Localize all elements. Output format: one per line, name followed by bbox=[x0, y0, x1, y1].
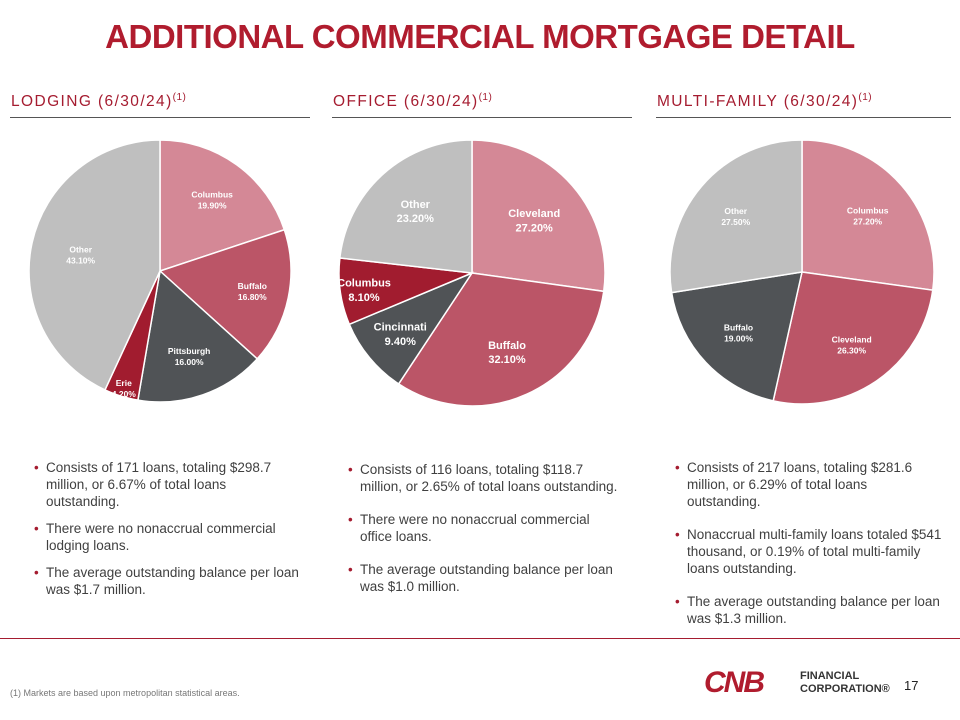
office-label-columbus: Columbus 8.10% bbox=[338, 278, 391, 304]
multifamily-slice-columbus bbox=[801, 139, 935, 292]
multifamily-pie-chart: Columbus 27.20% Cleveland 26.30% Buffalo 19.0… bbox=[669, 139, 935, 405]
office-slice-buffalo bbox=[397, 272, 605, 407]
office-label-buffalo: Buffalo 32.10% bbox=[488, 340, 526, 366]
lodging-title: LODGING (6/30/24)(1) bbox=[10, 92, 310, 111]
multifamily-bullet-2: Nonaccrual multi-family loans totaled $5… bbox=[671, 526, 943, 577]
lodging-slice-columbus bbox=[159, 139, 286, 273]
multifamily-bullet-3: The average outstanding balance per loan… bbox=[671, 593, 943, 627]
office-panel-header: OFFICE (6/30/24)(1) bbox=[332, 92, 632, 119]
lodging-bullets: Consists of 171 loans, totaling $298.7 m… bbox=[30, 459, 300, 598]
footnote: (1) Markets are based upon metropolitan … bbox=[10, 688, 240, 698]
logo-mark: CNB bbox=[704, 666, 765, 699]
office-label-other: Other 23.20% bbox=[397, 199, 435, 225]
lodging-pie-chart: Columbus 19.90% Buffalo 16.80% Pittsburgh 16.… bbox=[28, 139, 292, 403]
lodging-title-sup: (1) bbox=[172, 92, 187, 103]
lodging-label-buffalo: Buffalo 16.80% bbox=[238, 281, 267, 302]
office-label-cleveland: Cleveland 27.20% bbox=[508, 208, 560, 234]
multifamily-title: MULTI-FAMILY (6/30/24)(1) bbox=[656, 92, 951, 111]
multifamily-bullet-1: Consists of 217 loans, totaling $281.6 m… bbox=[671, 459, 943, 510]
office-pie-chart: Cleveland 27.20% Buffalo 32.10% Cincinnati 9.… bbox=[338, 139, 606, 407]
lodging-slice-buffalo bbox=[158, 228, 292, 360]
office-bullet-1: Consists of 116 loans, totaling $118.7 m… bbox=[344, 461, 620, 495]
office-title-sup: (1) bbox=[478, 92, 493, 103]
lodging-label-columbus: Columbus 19.90% bbox=[191, 189, 233, 210]
lodging-title-rule bbox=[10, 117, 310, 119]
multifamily-label-other: Other 27.50% bbox=[721, 206, 750, 227]
page-title: ADDITIONAL COMMERCIAL MORTGAGE DETAIL bbox=[105, 18, 855, 55]
multifamily-bullets: Consists of 217 loans, totaling $281.6 m… bbox=[671, 459, 943, 627]
office-bullet-2: There were no nonaccrual commercial offi… bbox=[344, 511, 620, 545]
page-number: 17 bbox=[904, 678, 919, 693]
lodging-label-erie: Erie 4.20% bbox=[112, 378, 137, 399]
office-bullet-3: The average outstanding balance per loan… bbox=[344, 561, 620, 595]
lodging-bullet-1: Consists of 171 loans, totaling $298.7 m… bbox=[30, 459, 300, 510]
multifamily-panel-header: MULTI-FAMILY (6/30/24)(1) bbox=[656, 92, 951, 119]
office-label-cincinnati: Cincinnati 9.40% bbox=[374, 322, 427, 348]
logo-line-2: CORPORATION® bbox=[800, 683, 890, 695]
office-slice-cleveland bbox=[471, 139, 606, 293]
lodging-bullet-2: There were no nonaccrual commercial lodg… bbox=[30, 520, 300, 554]
multifamily-slice-buffalo bbox=[670, 271, 803, 402]
multifamily-title-text: MULTI-FAMILY (6/30/24) bbox=[657, 93, 859, 111]
office-title-rule bbox=[332, 117, 632, 119]
logo-line-1: FINANCIAL bbox=[800, 670, 860, 682]
lodging-label-other: Other 43.10% bbox=[66, 244, 95, 265]
office-title-text: OFFICE (6/30/24) bbox=[333, 93, 479, 111]
multifamily-label-cleveland: Cleveland 26.30% bbox=[832, 334, 872, 355]
multifamily-slice-cleveland bbox=[772, 271, 934, 405]
lodging-slice-other bbox=[28, 139, 161, 391]
multifamily-title-sup: (1) bbox=[858, 92, 873, 103]
multifamily-label-buffalo: Buffalo 19.00% bbox=[724, 322, 753, 343]
footer-divider bbox=[0, 638, 960, 639]
lodging-slice-pittsburgh bbox=[137, 269, 259, 403]
multifamily-slice-other bbox=[669, 139, 803, 294]
lodging-label-pittsburgh: Pittsburgh 16.00% bbox=[168, 346, 211, 367]
office-bullets: Consists of 116 loans, totaling $118.7 m… bbox=[344, 461, 620, 595]
lodging-bullet-3: The average outstanding balance per loan… bbox=[30, 564, 300, 598]
office-slice-other bbox=[339, 139, 473, 274]
multifamily-title-rule bbox=[656, 117, 951, 119]
multifamily-label-columbus: Columbus 27.20% bbox=[847, 206, 889, 227]
lodging-panel-header: LODGING (6/30/24)(1) bbox=[10, 92, 310, 119]
logo-wordmark: FINANCIAL CORPORATION® bbox=[800, 670, 890, 696]
lodging-title-text: LODGING (6/30/24) bbox=[11, 93, 173, 111]
office-title: OFFICE (6/30/24)(1) bbox=[332, 92, 632, 111]
office-slice-cincinnati bbox=[348, 271, 474, 385]
